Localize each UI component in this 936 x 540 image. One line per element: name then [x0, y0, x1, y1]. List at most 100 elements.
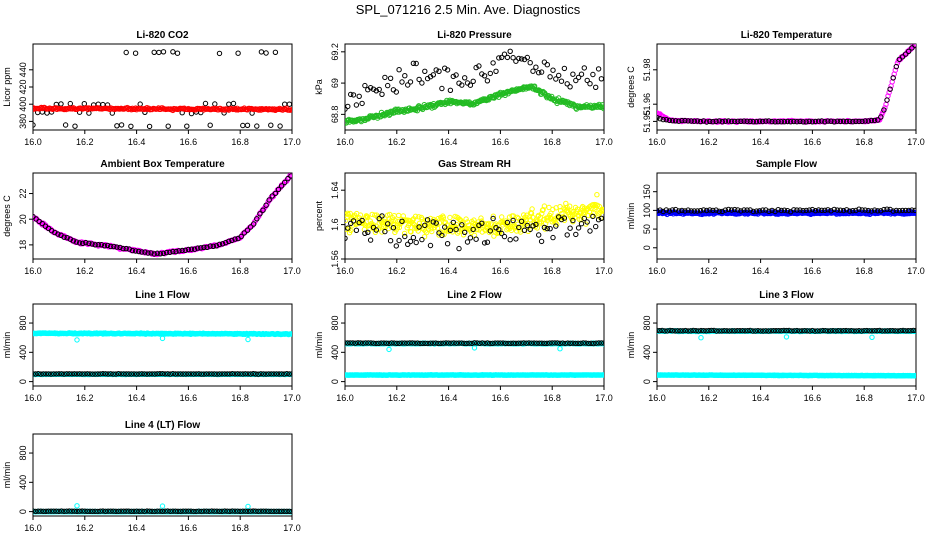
data-point: [892, 328, 898, 334]
x-tick-label: 16.6: [180, 393, 198, 403]
data-point: [564, 232, 570, 238]
data-point: [490, 215, 496, 222]
data-point: [869, 334, 875, 340]
data-point: [600, 104, 604, 110]
data-point: [365, 340, 371, 346]
data-point: [866, 328, 873, 334]
data-point: [913, 210, 916, 217]
data-point: [527, 60, 533, 66]
data-point: [892, 67, 898, 73]
data-point: [884, 328, 891, 334]
data-point: [353, 227, 360, 234]
x-tick-label: 16.6: [180, 523, 198, 533]
data-point: [399, 340, 405, 346]
data-point: [906, 207, 912, 214]
data-point: [753, 119, 760, 125]
data-point: [492, 340, 498, 346]
data-point: [151, 251, 157, 257]
y-tick-label: 18: [18, 240, 28, 250]
panel-title: Li-820 Pressure: [437, 30, 512, 41]
data-point: [413, 239, 419, 246]
data-point: [558, 216, 565, 223]
data-point: [893, 63, 899, 70]
data-point: [345, 217, 349, 224]
data-point: [448, 340, 454, 346]
data-point: [814, 328, 821, 334]
data-point: [711, 327, 717, 334]
data-point: [286, 371, 292, 377]
data-point: [697, 118, 704, 125]
plot-area: [33, 49, 292, 130]
data-point: [524, 220, 531, 226]
data-point: [853, 118, 859, 125]
data-point: [433, 67, 439, 73]
data-point: [541, 340, 548, 346]
data-point: [241, 230, 248, 236]
data-point: [360, 340, 366, 346]
data-point: [585, 340, 592, 347]
data-point: [578, 71, 585, 77]
data-point: [203, 371, 210, 377]
data-point: [553, 76, 559, 82]
data-point: [390, 225, 397, 231]
data-point: [490, 213, 496, 219]
plot-area: [33, 330, 292, 378]
y-tick-label: 100: [642, 203, 652, 218]
data-point: [486, 220, 492, 227]
data-point: [289, 331, 292, 337]
data-point: [541, 224, 548, 231]
x-tick-label: 16.0: [336, 137, 354, 147]
data-point: [467, 235, 474, 241]
data-point: [787, 119, 794, 125]
data-point: [139, 371, 145, 377]
data-point: [781, 207, 788, 213]
data-point: [666, 117, 673, 124]
data-point: [286, 101, 292, 107]
data-point: [345, 340, 351, 346]
data-point: [807, 328, 813, 334]
x-tick-label: 16.0: [336, 266, 354, 276]
data-point: [497, 340, 504, 346]
data-point: [538, 69, 545, 75]
data-point: [539, 207, 546, 214]
data-point: [732, 328, 738, 334]
data-point: [193, 371, 199, 377]
data-point: [184, 123, 190, 129]
data-point: [794, 119, 800, 125]
data-point: [575, 225, 582, 231]
data-point: [347, 210, 353, 217]
data-point: [568, 208, 574, 214]
plot-area: [345, 192, 604, 252]
data-point: [71, 371, 78, 377]
data-point: [561, 65, 568, 72]
data-point: [159, 371, 166, 377]
data-point: [819, 207, 825, 214]
data-point: [471, 345, 478, 351]
data-point: [92, 242, 98, 248]
data-point: [707, 118, 713, 125]
series-average: [657, 44, 916, 126]
data-point: [753, 208, 760, 214]
data-point: [700, 328, 707, 334]
data-point: [516, 55, 522, 62]
data-point: [887, 86, 893, 92]
data-point: [399, 79, 405, 85]
y-tick-label: 800: [18, 316, 28, 331]
data-point: [453, 72, 459, 78]
data-point: [402, 233, 408, 240]
data-point: [837, 207, 844, 213]
data-point: [828, 118, 834, 124]
y-axis-label: kPa: [314, 79, 324, 95]
x-tick-label: 16.8: [543, 266, 561, 276]
data-point: [356, 93, 362, 100]
plot-area: [657, 44, 916, 126]
data-point: [806, 207, 812, 213]
data-point: [450, 73, 456, 80]
data-point: [453, 226, 459, 233]
x-tick-label: 16.0: [24, 137, 42, 147]
data-point: [890, 208, 896, 214]
data-point: [379, 229, 385, 235]
data-point: [461, 340, 467, 346]
